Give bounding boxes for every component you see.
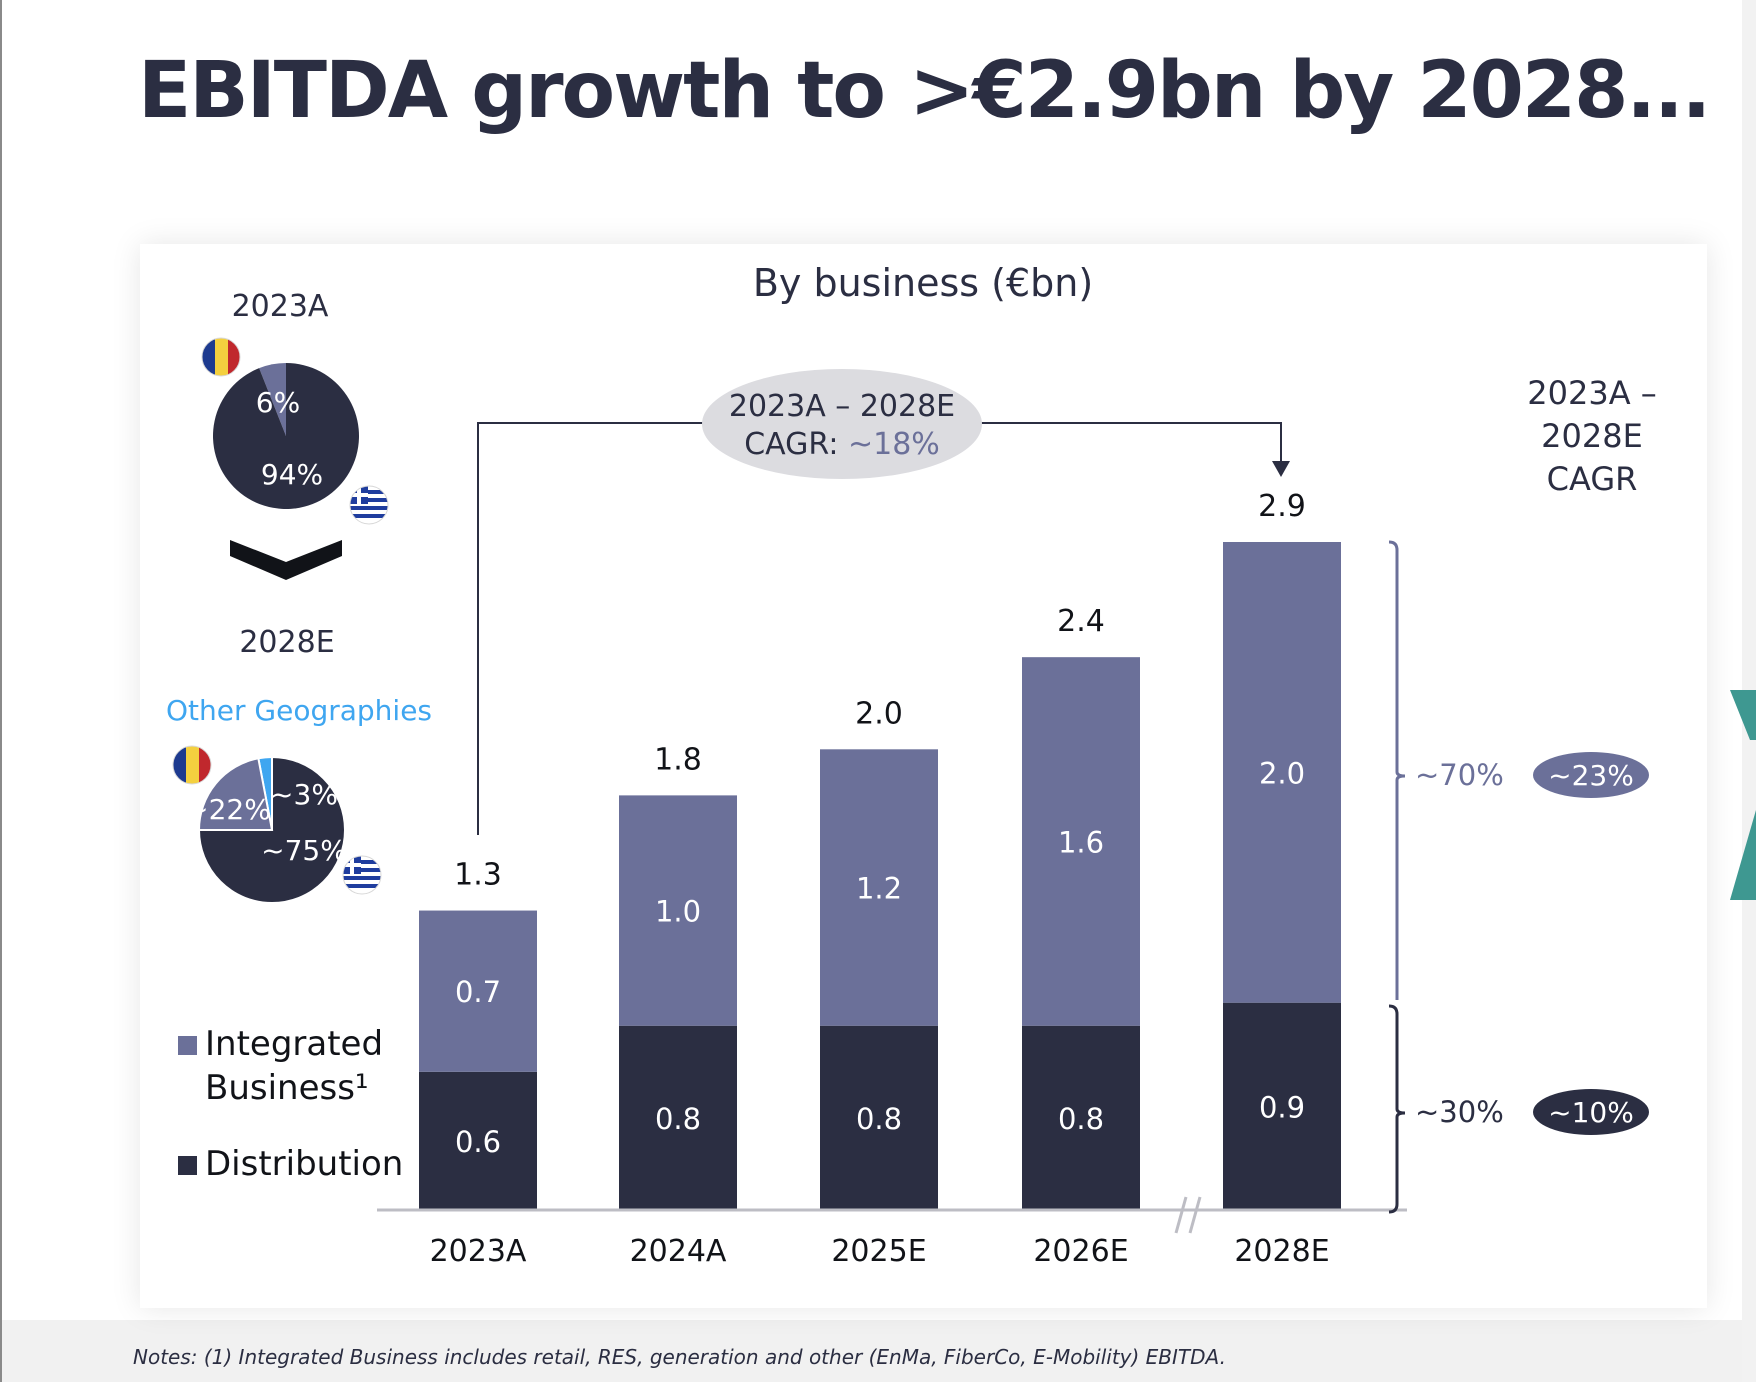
pie-slice-label: 94% bbox=[261, 458, 323, 491]
distribution-cagr-badge bbox=[1533, 1089, 1649, 1135]
cagr-total-bubble bbox=[702, 369, 982, 479]
bar-value-label: 0.8 bbox=[1058, 1102, 1104, 1136]
bar-distribution-2028E bbox=[1223, 1002, 1341, 1210]
bar-value-label: 1.2 bbox=[856, 872, 902, 906]
integrated-cagr-badge bbox=[1533, 752, 1649, 798]
other-geographies-label: Other Geographies bbox=[166, 694, 432, 727]
x-tick-label: 2028E bbox=[1234, 1234, 1329, 1269]
pie-slice-greece bbox=[213, 363, 359, 509]
legend-swatch-integrated bbox=[178, 1036, 197, 1055]
legend-label-distribution: Distribution bbox=[205, 1144, 403, 1184]
bar-value-label: 0.6 bbox=[455, 1125, 501, 1159]
bar-distribution-2026E bbox=[1022, 1025, 1140, 1210]
bar-integrated-2028E bbox=[1223, 542, 1341, 1003]
pie-2028-label: 2028E bbox=[239, 625, 334, 660]
cagr-total-period: 2023A – 2028E bbox=[729, 389, 955, 424]
x-tick-label: 2024A bbox=[630, 1234, 727, 1269]
legend-label-integrated-line1: Integrated bbox=[205, 1024, 383, 1064]
integrated-share: ~70% bbox=[1415, 758, 1504, 792]
cagr-header-line3: CAGR bbox=[1547, 460, 1638, 498]
bar-value-label: 1.6 bbox=[1058, 825, 1104, 859]
legend-swatch-distribution bbox=[178, 1156, 197, 1175]
pie-slice-romania bbox=[197, 757, 274, 831]
bar-distribution-2023A bbox=[419, 1071, 537, 1210]
distribution-share: ~30% bbox=[1415, 1095, 1504, 1129]
romania-flag bbox=[201, 337, 241, 377]
pie-2023: 6% 94% bbox=[213, 363, 359, 509]
bar-value-label: 0.7 bbox=[455, 975, 501, 1009]
legend-label-integrated-line2: Business¹ bbox=[205, 1068, 369, 1108]
pie-slice-label: ~75% bbox=[261, 834, 347, 867]
logo-upper-stroke bbox=[1730, 690, 1756, 740]
bar-integrated-2025E bbox=[820, 749, 938, 1026]
x-axis-labels: 2023A 2024A 2025E 2026E 2028E bbox=[430, 1234, 1330, 1269]
pie-slice-greece bbox=[197, 755, 346, 904]
bar-distribution-2024A bbox=[619, 1025, 737, 1210]
axis-break-icon bbox=[1174, 1196, 1202, 1234]
chart-title: By business (€bn) bbox=[753, 261, 1093, 305]
bar-value-label: 0.8 bbox=[856, 1102, 902, 1136]
chart-card: By business (€bn) 2023A 6% 94% bbox=[140, 244, 1707, 1308]
cagr-total-percent: ~18% bbox=[848, 427, 940, 462]
pie-2023-label: 2023A bbox=[232, 289, 329, 324]
romania-flag bbox=[172, 745, 212, 785]
bar-distribution-2025E bbox=[820, 1025, 938, 1210]
pie-2028: ~3% ~75% ~22% bbox=[185, 755, 347, 904]
pie-slice-label: 6% bbox=[256, 386, 300, 419]
greece-flag bbox=[342, 855, 382, 895]
bars: 0.6 0.7 1.3 0.8 1.0 1.8 0.8 1.2 2.0 0.8 1.6 2.4 0.9 2… bbox=[419, 489, 1341, 1210]
bar-total-label: 2.0 bbox=[855, 696, 903, 731]
cagr-header-line1: 2023A – bbox=[1527, 374, 1657, 412]
bar-total-label: 1.8 bbox=[654, 742, 702, 777]
distribution-cagr-value: ~10% bbox=[1548, 1096, 1634, 1129]
bar-total-label: 2.9 bbox=[1258, 489, 1306, 524]
footer-band bbox=[2, 1320, 1742, 1382]
x-tick-label: 2023A bbox=[430, 1234, 527, 1269]
bar-value-label: 0.9 bbox=[1259, 1090, 1305, 1124]
brand-logo-fragment bbox=[1730, 690, 1756, 900]
pie-slice-label: ~3% bbox=[270, 778, 338, 811]
x-tick-label: 2025E bbox=[831, 1234, 926, 1269]
bar-total-label: 2.4 bbox=[1057, 604, 1105, 639]
bar-total-label: 1.3 bbox=[454, 858, 502, 893]
page-title: EBITDA growth to >€2.9bn by 2028... bbox=[138, 46, 1711, 136]
arrow-down-icon bbox=[1272, 461, 1290, 477]
chevron-down-icon bbox=[230, 540, 342, 580]
footnote: Notes: (1) Integrated Business includes … bbox=[133, 1345, 1226, 1369]
pie-slice-romania bbox=[259, 363, 286, 436]
bar-value-label: 0.8 bbox=[655, 1102, 701, 1136]
distribution-bracket bbox=[1388, 1004, 1406, 1214]
cagr-total-value: CAGR: ~18% bbox=[744, 427, 940, 462]
pie-slice-label: ~22% bbox=[185, 793, 271, 826]
bar-integrated-2023A bbox=[419, 910, 537, 1072]
x-tick-label: 2026E bbox=[1033, 1234, 1128, 1269]
cagr-total-prefix: CAGR: bbox=[744, 427, 848, 462]
logo-lower-stroke bbox=[1730, 810, 1756, 900]
bar-value-label: 1.0 bbox=[655, 895, 701, 929]
bar-integrated-2024A bbox=[619, 795, 737, 1026]
integrated-cagr-value: ~23% bbox=[1548, 759, 1634, 792]
cagr-header-line2: 2028E bbox=[1541, 417, 1643, 455]
bar-integrated-2026E bbox=[1022, 657, 1140, 1026]
integrated-bracket bbox=[1388, 540, 1406, 1000]
ebitda-chart: By business (€bn) 2023A 6% 94% bbox=[166, 261, 1657, 1269]
slide-left-edge bbox=[0, 0, 2, 1382]
bar-value-label: 2.0 bbox=[1259, 756, 1305, 790]
greece-flag bbox=[349, 485, 389, 525]
